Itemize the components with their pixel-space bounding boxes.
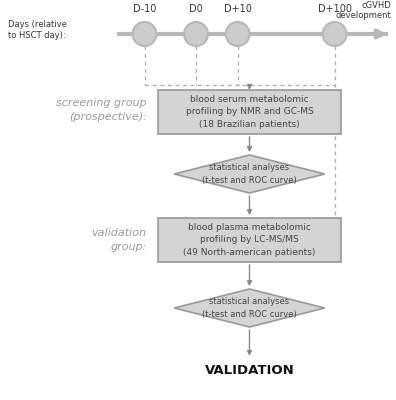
Text: statistical analyses
(t-test and ROC curve): statistical analyses (t-test and ROC cur… [202, 297, 297, 319]
Text: blood plasma metabolomic
profiling by LC-MS/MS
(49 North-american patients): blood plasma metabolomic profiling by LC… [183, 223, 316, 257]
Text: statistical analyses
(t-test and ROC curve): statistical analyses (t-test and ROC cur… [202, 163, 297, 185]
Text: validation
group:: validation group: [91, 228, 147, 252]
Text: VALIDATION: VALIDATION [205, 364, 294, 376]
Text: D+10: D+10 [224, 4, 251, 14]
Text: D-10: D-10 [133, 4, 156, 14]
Text: D+100: D+100 [318, 4, 352, 14]
Text: D0: D0 [189, 4, 203, 14]
Polygon shape [174, 289, 325, 327]
Text: Days (relative
to HSCT day):: Days (relative to HSCT day): [8, 20, 67, 40]
Polygon shape [174, 155, 325, 193]
Text: blood serum metabolomic
profiling by NMR and GC-MS
(18 Brazilian patients): blood serum metabolomic profiling by NMR… [186, 95, 313, 129]
Text: cGVHD
development: cGVHD development [335, 1, 391, 20]
FancyBboxPatch shape [158, 90, 341, 134]
FancyBboxPatch shape [158, 218, 341, 262]
Circle shape [133, 22, 156, 46]
Circle shape [184, 22, 208, 46]
Text: screening group
(prospective):: screening group (prospective): [56, 98, 147, 122]
Circle shape [226, 22, 249, 46]
Circle shape [323, 22, 346, 46]
